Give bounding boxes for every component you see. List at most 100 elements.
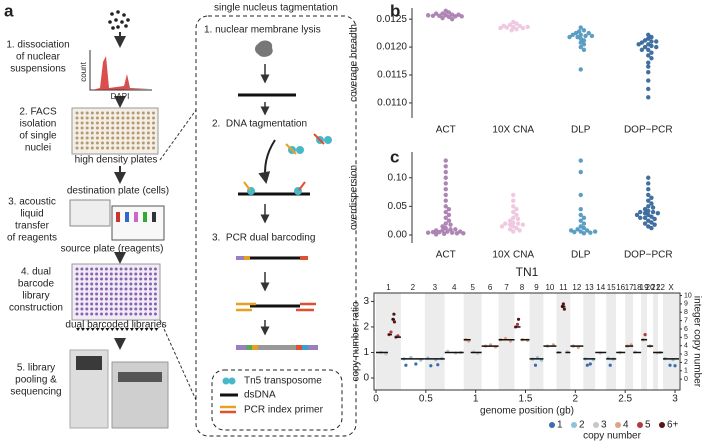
well — [109, 272, 113, 276]
well — [90, 277, 94, 281]
cell-dot — [110, 12, 114, 16]
well — [149, 277, 152, 281]
data-point — [646, 181, 651, 186]
well — [90, 267, 94, 271]
data-point — [445, 229, 450, 234]
well — [90, 307, 94, 311]
well — [85, 116, 89, 120]
well — [149, 302, 152, 306]
data-point — [514, 27, 519, 32]
well — [136, 136, 140, 140]
well — [152, 111, 155, 115]
well — [100, 267, 103, 271]
well — [85, 121, 89, 125]
well — [134, 297, 138, 301]
plate-label: high density plates — [75, 155, 158, 166]
well — [106, 141, 110, 145]
well — [90, 111, 94, 115]
arrow-mark — [76, 328, 80, 331]
well — [144, 277, 148, 281]
well — [153, 272, 157, 276]
cell-dot — [111, 26, 115, 30]
y-tick-label: 0 — [363, 373, 369, 384]
well — [136, 146, 140, 150]
well — [80, 307, 84, 311]
well — [106, 131, 110, 135]
well — [80, 282, 84, 286]
well — [85, 131, 89, 135]
arrow-mark — [95, 328, 100, 331]
well — [80, 141, 84, 145]
data-point — [509, 28, 514, 33]
well — [126, 126, 130, 130]
well — [129, 312, 133, 316]
well — [146, 121, 150, 125]
well — [136, 111, 140, 115]
well — [95, 302, 99, 306]
legend-text: Tn5 transposome — [244, 376, 322, 387]
well — [116, 141, 120, 145]
well — [106, 121, 110, 125]
data-point — [520, 222, 526, 227]
data-point — [578, 212, 583, 218]
chromosome-band — [641, 293, 648, 390]
well — [75, 292, 79, 296]
well — [80, 297, 84, 301]
well — [109, 267, 113, 271]
y-tick-label: 0.05 — [388, 201, 408, 212]
legend-swatch — [593, 422, 599, 428]
data-point — [642, 221, 648, 226]
well — [139, 272, 143, 276]
well — [139, 312, 143, 316]
well — [124, 267, 128, 271]
data-point — [433, 232, 439, 237]
well — [101, 141, 104, 145]
well — [146, 131, 150, 135]
y2-tick-label: 10 — [684, 292, 692, 299]
well — [85, 287, 89, 291]
well — [85, 146, 89, 150]
well — [90, 312, 94, 316]
well — [95, 141, 99, 145]
y-axis-label: coverage breadth — [349, 24, 360, 102]
well — [126, 121, 130, 125]
well — [95, 146, 99, 150]
well — [149, 292, 152, 296]
chromosome-label: 13 — [585, 283, 594, 292]
data-point — [404, 363, 408, 367]
well — [153, 307, 157, 311]
chromosome-band — [556, 293, 571, 390]
well — [139, 287, 143, 291]
chromosome-band — [653, 293, 659, 390]
data-point — [392, 312, 396, 316]
well — [90, 126, 94, 130]
y-axis-label: copy number ratio — [351, 301, 362, 381]
chromosome-band — [616, 293, 626, 390]
well — [153, 292, 157, 296]
well — [129, 277, 133, 281]
data-point — [643, 333, 647, 337]
chromosome-band — [595, 293, 607, 390]
well — [75, 111, 79, 115]
step-text: of single — [19, 131, 57, 142]
data-point — [592, 229, 598, 234]
well — [109, 307, 113, 311]
well — [144, 282, 148, 286]
well — [129, 282, 133, 286]
data-point — [646, 32, 651, 38]
well — [149, 272, 152, 276]
x-tick-label: 1.5 — [519, 394, 533, 405]
data-point — [443, 209, 448, 215]
well — [80, 126, 84, 130]
well — [80, 292, 84, 296]
data-point — [392, 320, 397, 324]
data-point — [649, 195, 654, 200]
well — [85, 302, 89, 306]
legend-label: 6+ — [667, 420, 679, 431]
data-point — [498, 25, 503, 31]
well — [90, 302, 94, 306]
x-tick-label: ACT — [436, 250, 456, 261]
well — [95, 111, 99, 115]
well — [95, 267, 99, 271]
histogram-y-label: count — [79, 61, 88, 81]
